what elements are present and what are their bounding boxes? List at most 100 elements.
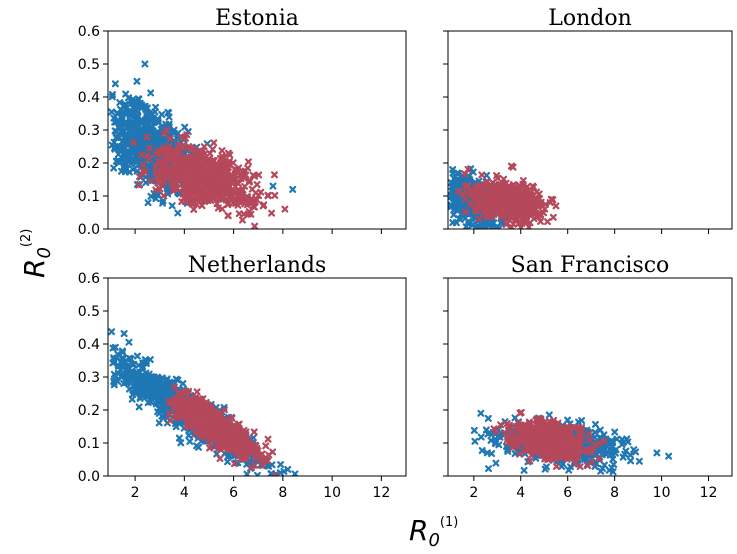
scatter-point bbox=[166, 135, 174, 143]
scatter-point bbox=[521, 215, 529, 223]
y-tick-label: 0.0 bbox=[78, 222, 100, 238]
scatter-point bbox=[455, 215, 463, 223]
scatter-point bbox=[141, 60, 149, 68]
scatter-point bbox=[170, 184, 178, 192]
y-tick-label: 0.2 bbox=[78, 156, 100, 172]
scatter-point bbox=[452, 176, 460, 184]
scatter-point bbox=[244, 164, 252, 172]
scatter-point bbox=[607, 437, 615, 445]
scatter-point bbox=[488, 213, 496, 221]
scatter-point bbox=[206, 444, 214, 452]
scatter-point bbox=[240, 170, 248, 178]
scatter-point bbox=[621, 450, 629, 458]
scatter-point bbox=[138, 145, 146, 153]
scatter-point bbox=[518, 195, 526, 203]
scatter-point bbox=[218, 205, 226, 213]
scatter-point bbox=[535, 190, 543, 198]
scatter-point bbox=[165, 409, 173, 417]
scatter-point bbox=[545, 411, 553, 419]
scatter-point bbox=[218, 155, 226, 163]
scatter-point bbox=[552, 202, 560, 210]
x-tick-label: 8 bbox=[278, 485, 287, 501]
y-tick-label: 0.5 bbox=[78, 304, 100, 320]
panels: Estonia0.00.10.20.30.40.50.6LondonNether… bbox=[78, 6, 733, 501]
scatter-point bbox=[156, 184, 164, 192]
scatter-point bbox=[529, 183, 537, 191]
scatter-point bbox=[186, 395, 194, 403]
scatter-point bbox=[595, 455, 603, 463]
scatter-point bbox=[117, 105, 125, 113]
series-red bbox=[454, 162, 560, 229]
panel-title: London bbox=[548, 6, 632, 31]
scatter-point bbox=[135, 403, 143, 411]
scatter-point bbox=[177, 397, 185, 405]
y-tick-label: 0.5 bbox=[78, 57, 100, 73]
scatter-point bbox=[468, 221, 476, 229]
y-tick-label: 0.1 bbox=[78, 189, 100, 205]
scatter-point bbox=[189, 407, 197, 415]
scatter-point bbox=[269, 182, 277, 190]
scatter-point bbox=[129, 391, 137, 399]
scatter-point bbox=[477, 409, 485, 417]
scatter-point bbox=[494, 432, 502, 440]
panel-title: Estonia bbox=[215, 6, 299, 31]
scatter-point bbox=[258, 461, 266, 469]
scatter-points bbox=[470, 408, 673, 476]
scatter-point bbox=[197, 433, 205, 441]
scatter-point bbox=[120, 165, 128, 173]
scatter-points bbox=[448, 162, 560, 229]
scatter-points bbox=[108, 60, 297, 229]
scatter-point bbox=[245, 449, 253, 457]
scatter-point bbox=[456, 201, 464, 209]
scatter-point bbox=[512, 190, 520, 198]
scatter-point bbox=[134, 103, 142, 111]
scatter-point bbox=[187, 166, 195, 174]
scatter-point bbox=[170, 160, 178, 168]
scatter-point bbox=[128, 111, 136, 119]
scatter-point bbox=[544, 218, 552, 226]
scatter-point bbox=[160, 176, 168, 184]
scatter-point bbox=[528, 199, 536, 207]
x-tick-label: 12 bbox=[372, 485, 390, 501]
scatter-point bbox=[189, 421, 197, 429]
scatter-point bbox=[537, 210, 545, 218]
scatter-point bbox=[211, 192, 219, 200]
series-red bbox=[165, 383, 279, 476]
scatter-point bbox=[171, 394, 179, 402]
scatter-point bbox=[170, 383, 178, 391]
scatter-point bbox=[230, 460, 238, 468]
scatter-point bbox=[571, 459, 579, 467]
panel-title: Netherlands bbox=[188, 253, 327, 278]
scatter-point bbox=[466, 200, 474, 208]
scatter-point bbox=[128, 370, 136, 378]
scatter-point bbox=[224, 212, 232, 220]
scatter-point bbox=[247, 210, 255, 218]
scatter-point bbox=[209, 175, 217, 183]
scatter-point bbox=[484, 414, 492, 422]
scatter-point bbox=[207, 180, 215, 188]
scatter-point bbox=[111, 145, 119, 153]
scatter-point bbox=[251, 222, 259, 229]
y-tick-label: 0.1 bbox=[78, 436, 100, 452]
scatter-point bbox=[143, 133, 151, 141]
scatter-point bbox=[115, 362, 123, 370]
scatter-point bbox=[109, 359, 117, 367]
scatter-point bbox=[176, 392, 184, 400]
scatter-point bbox=[488, 202, 496, 210]
scatter-point bbox=[176, 158, 184, 166]
scatter-point bbox=[461, 182, 469, 190]
scatter-point bbox=[122, 378, 130, 386]
scatter-point bbox=[574, 423, 582, 431]
scatter-point bbox=[502, 220, 510, 228]
scatter-point bbox=[508, 215, 516, 223]
scatter-point bbox=[224, 149, 232, 157]
scatter-point bbox=[183, 413, 191, 421]
scatter-point bbox=[268, 209, 276, 217]
scatter-point bbox=[155, 389, 163, 397]
scatter-point bbox=[470, 426, 478, 434]
scatter-point bbox=[487, 436, 495, 444]
scatter-point bbox=[276, 469, 284, 476]
scatter-point bbox=[186, 437, 194, 445]
